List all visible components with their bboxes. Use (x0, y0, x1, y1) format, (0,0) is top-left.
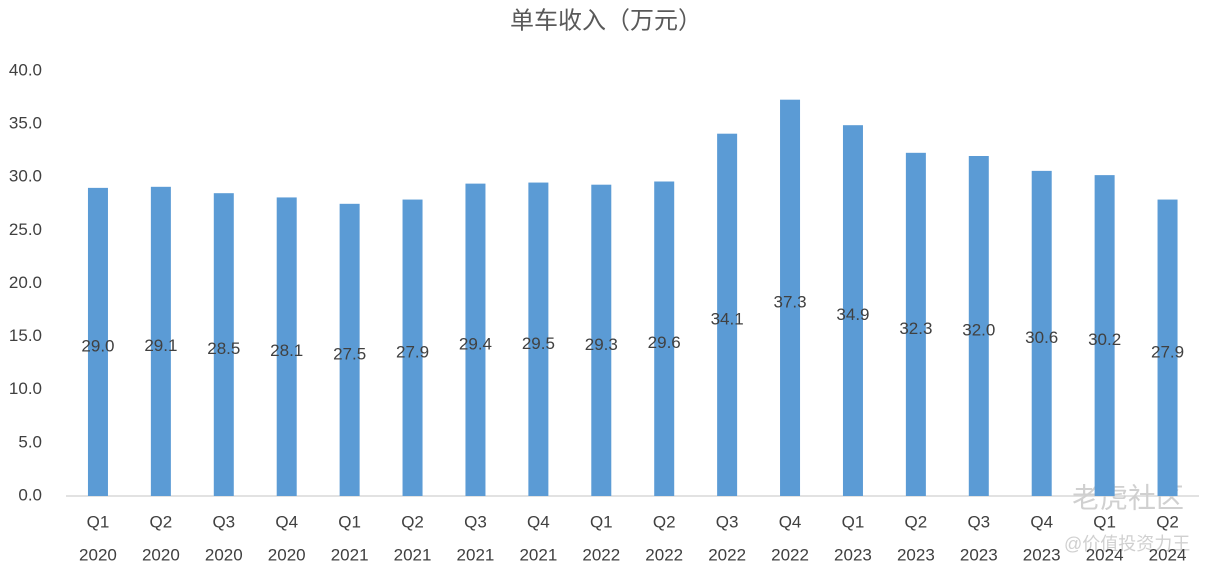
x-tick-label: Q2 (1156, 512, 1179, 531)
x-tick-label: Q3 (967, 512, 990, 531)
bar (1157, 199, 1178, 496)
x-tick-label: Q2 (401, 512, 424, 531)
value-label: 29.6 (648, 333, 681, 352)
value-label: 30.2 (1088, 330, 1121, 349)
value-label: 29.4 (459, 334, 492, 353)
x-tick-label: 2024 (1149, 545, 1187, 564)
bar (968, 156, 989, 496)
y-tick-label: 0.0 (18, 485, 42, 504)
x-tick-label: Q3 (212, 512, 235, 531)
bar (150, 186, 171, 496)
x-tick-label: 2020 (268, 545, 306, 564)
bar (402, 199, 423, 496)
value-label: 27.9 (396, 342, 429, 361)
y-tick-label: 20.0 (9, 273, 42, 292)
x-tick-label: Q4 (527, 512, 550, 531)
x-tick-label: 2022 (771, 545, 809, 564)
x-tick-label: 2020 (79, 545, 117, 564)
x-tick-label: 2024 (1086, 545, 1124, 564)
x-tick-label: Q4 (275, 512, 298, 531)
y-tick-label: 5.0 (18, 432, 42, 451)
value-label: 37.3 (773, 292, 806, 311)
x-tick-label: Q2 (653, 512, 676, 531)
value-label: 32.3 (899, 319, 932, 338)
bar (213, 193, 234, 496)
x-tick-label: 2022 (645, 545, 683, 564)
y-tick-label: 40.0 (9, 60, 42, 79)
y-tick-label: 10.0 (9, 379, 42, 398)
x-tick-label: Q2 (905, 512, 928, 531)
x-tick-label: Q3 (716, 512, 739, 531)
value-label: 28.1 (270, 341, 303, 360)
x-tick-label: 2020 (205, 545, 243, 564)
value-label: 34.1 (711, 309, 744, 328)
bar (591, 184, 612, 496)
value-label: 30.6 (1025, 328, 1058, 347)
x-tick-label: Q3 (464, 512, 487, 531)
x-tick-label: Q4 (779, 512, 802, 531)
value-label: 29.3 (585, 335, 618, 354)
x-tick-label: 2021 (457, 545, 495, 564)
value-label: 29.1 (144, 336, 177, 355)
x-tick-label: 2023 (834, 545, 872, 564)
x-tick-label: Q4 (1030, 512, 1053, 531)
x-tick-label: 2023 (897, 545, 935, 564)
x-tick-label: 2021 (519, 545, 557, 564)
bar (465, 183, 486, 496)
x-tick-label: 2022 (582, 545, 620, 564)
x-tick-label: Q1 (842, 512, 865, 531)
x-tick-label: Q2 (150, 512, 173, 531)
value-label: 29.5 (522, 334, 555, 353)
bar (276, 197, 297, 496)
value-label: 28.5 (207, 339, 240, 358)
value-label: 32.0 (962, 320, 995, 339)
bar (1094, 175, 1115, 496)
bar (905, 152, 926, 496)
x-tick-label: 2023 (1023, 545, 1061, 564)
x-tick-label: Q1 (338, 512, 361, 531)
bar (780, 99, 801, 496)
y-tick-label: 15.0 (9, 326, 42, 345)
chart-title: 单车收入（万元） (510, 7, 702, 34)
y-tick-label: 25.0 (9, 220, 42, 239)
bar (654, 181, 675, 496)
watermark: @价值投资力王 (1064, 534, 1190, 554)
bar (528, 182, 549, 496)
x-tick-label: 2023 (960, 545, 998, 564)
value-label: 29.0 (81, 336, 114, 355)
x-tick-label: 2022 (708, 545, 746, 564)
bar (87, 187, 108, 496)
value-label: 27.5 (333, 344, 366, 363)
x-tick-label: 2020 (142, 545, 180, 564)
bar (717, 133, 738, 496)
y-tick-label: 30.0 (9, 167, 42, 186)
bar (1031, 170, 1052, 496)
x-tick-label: Q1 (590, 512, 613, 531)
x-tick-label: Q1 (87, 512, 110, 531)
value-label: 34.9 (836, 305, 869, 324)
x-tick-label: Q1 (1093, 512, 1116, 531)
value-label: 27.9 (1151, 342, 1184, 361)
bar (339, 203, 360, 496)
bar (842, 125, 863, 496)
y-tick-label: 35.0 (9, 114, 42, 133)
x-tick-label: 2021 (394, 545, 432, 564)
x-tick-label: 2021 (331, 545, 369, 564)
